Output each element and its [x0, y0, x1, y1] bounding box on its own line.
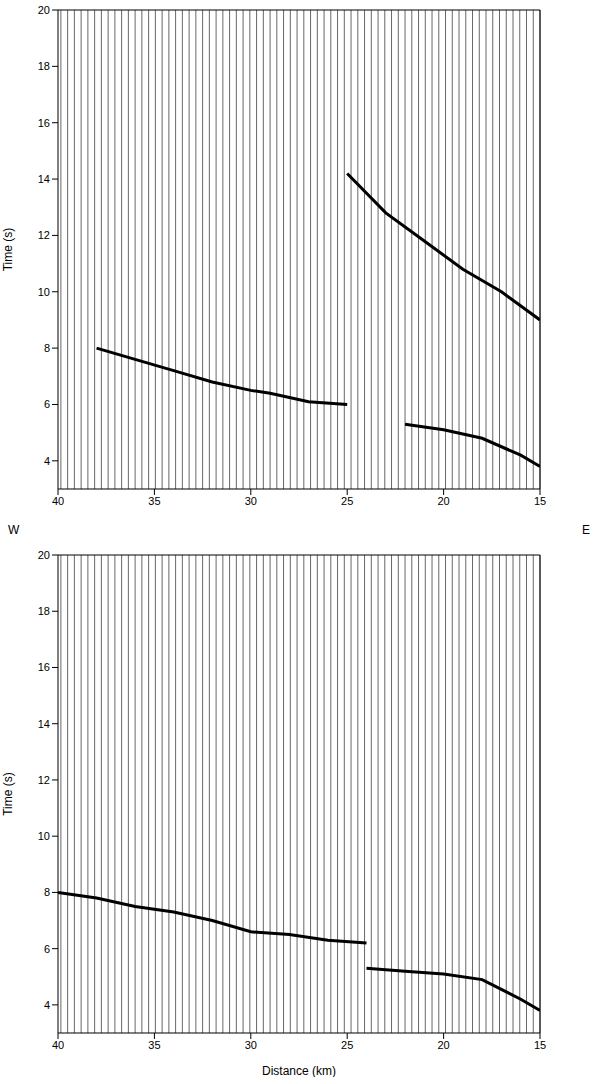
svg-text:25: 25 [341, 495, 353, 507]
svg-text:30: 30 [245, 495, 257, 507]
svg-text:35: 35 [148, 1039, 160, 1051]
svg-text:8: 8 [44, 886, 50, 898]
svg-text:16: 16 [38, 661, 50, 673]
svg-text:18: 18 [38, 60, 50, 72]
svg-text:4: 4 [44, 999, 50, 1011]
svg-text:40: 40 [52, 1039, 64, 1051]
svg-text:20: 20 [38, 4, 50, 16]
svg-text:16: 16 [38, 117, 50, 129]
svg-text:15: 15 [534, 495, 546, 507]
svg-text:15: 15 [534, 1039, 546, 1051]
html-text:E: E [582, 523, 590, 537]
svg-text:20: 20 [437, 1039, 449, 1051]
svg-text:18: 18 [38, 605, 50, 617]
svg-text:20: 20 [38, 549, 50, 561]
svg-text:10: 10 [38, 830, 50, 842]
svg-text:4: 4 [44, 455, 50, 467]
svg-text:14: 14 [38, 718, 50, 730]
svg-text:35: 35 [148, 495, 160, 507]
svg-text:14: 14 [38, 173, 50, 185]
svg-text:25: 25 [341, 1039, 353, 1051]
svg-text:6: 6 [44, 943, 50, 955]
svg-text:30: 30 [245, 1039, 257, 1051]
svg-text:20: 20 [437, 495, 449, 507]
svg-text:Time (s): Time (s) [1, 772, 15, 816]
svg-text:10: 10 [38, 286, 50, 298]
svg-text:6: 6 [44, 398, 50, 410]
svg-text:8: 8 [44, 342, 50, 354]
svg-text:Distance (km): Distance (km) [262, 1064, 336, 1077]
svg-text:12: 12 [38, 229, 50, 241]
svg-text:40: 40 [52, 495, 64, 507]
html-text:W: W [8, 523, 20, 537]
svg-text:Time (s): Time (s) [1, 228, 15, 272]
svg-text:12: 12 [38, 774, 50, 786]
